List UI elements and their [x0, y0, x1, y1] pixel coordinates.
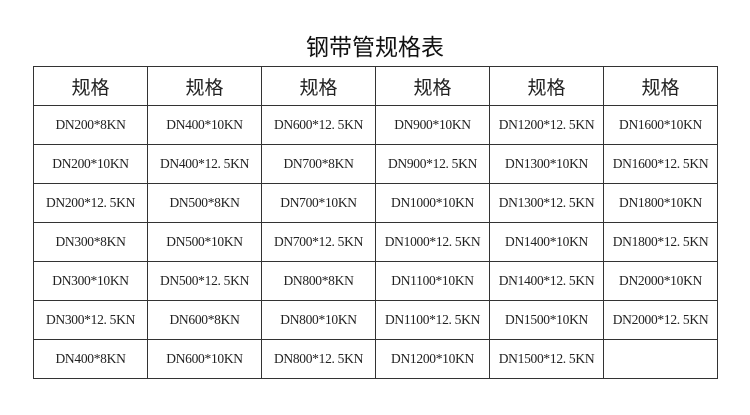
column-header: 规格 — [147, 66, 262, 106]
table-cell: DN700*10KN — [261, 183, 376, 223]
table-cell: DN500*12. 5KN — [147, 261, 262, 301]
table-row: DN200*10KN DN400*12. 5KN DN700*8KN DN900*12… — [33, 144, 718, 184]
table-cell — [603, 339, 718, 379]
table-cell: DN800*10KN — [261, 300, 376, 340]
table-cell: DN1800*12. 5KN — [603, 222, 718, 262]
table-cell: DN1000*12. 5KN — [375, 222, 490, 262]
table-cell: DN1100*12. 5KN — [375, 300, 490, 340]
table-cell: DN1100*10KN — [375, 261, 490, 301]
table-cell: DN1300*10KN — [489, 144, 604, 184]
table-cell: DN1600*12. 5KN — [603, 144, 718, 184]
table-cell: DN1600*10KN — [603, 105, 718, 145]
table-cell: DN700*12. 5KN — [261, 222, 376, 262]
table-cell: DN1200*10KN — [375, 339, 490, 379]
table-cell: DN300*8KN — [33, 222, 148, 262]
table-cell: DN1300*12. 5KN — [489, 183, 604, 223]
table-cell: DN1500*10KN — [489, 300, 604, 340]
table-row: DN200*12. 5KN DN500*8KN DN700*10KN DN1000*1… — [33, 183, 718, 223]
table-cell: DN2000*12. 5KN — [603, 300, 718, 340]
table-cell: DN700*8KN — [261, 144, 376, 184]
table-cell: DN1200*12. 5KN — [489, 105, 604, 145]
column-header: 规格 — [603, 66, 718, 106]
table-cell: DN1500*12. 5KN — [489, 339, 604, 379]
table-cell: DN200*8KN — [33, 105, 148, 145]
table-body: DN200*8KN DN400*10KN DN600*12. 5KN DN900*10… — [33, 105, 718, 379]
table-cell: DN500*8KN — [147, 183, 262, 223]
table-cell: DN400*10KN — [147, 105, 262, 145]
table-cell: DN500*10KN — [147, 222, 262, 262]
table-row: DN300*8KN DN500*10KN DN700*12. 5KN DN1000*1… — [33, 222, 718, 262]
table-cell: DN900*12. 5KN — [375, 144, 490, 184]
column-header: 规格 — [261, 66, 376, 106]
header-row: 规格 规格 规格 规格 规格 规格 — [33, 66, 718, 106]
table-cell: DN900*10KN — [375, 105, 490, 145]
column-header: 规格 — [33, 66, 148, 106]
table-cell: DN200*12. 5KN — [33, 183, 148, 223]
table-cell: DN600*8KN — [147, 300, 262, 340]
table-cell: DN600*10KN — [147, 339, 262, 379]
page-title: 钢带管规格表 — [306, 35, 444, 61]
column-header: 规格 — [489, 66, 604, 106]
table-row: DN200*8KN DN400*10KN DN600*12. 5KN DN900*10… — [33, 105, 718, 145]
table-row: DN400*8KN DN600*10KN DN800*12. 5KN DN1200*1… — [33, 339, 718, 379]
table-row: DN300*10KN DN500*12. 5KN DN800*8KN DN1100*1… — [33, 261, 718, 301]
table-cell: DN300*12. 5KN — [33, 300, 148, 340]
table-cell: DN300*10KN — [33, 261, 148, 301]
table-cell: DN200*10KN — [33, 144, 148, 184]
column-header: 规格 — [375, 66, 490, 106]
table-cell: DN1000*10KN — [375, 183, 490, 223]
table-cell: DN400*12. 5KN — [147, 144, 262, 184]
table-row: DN300*12. 5KN DN600*8KN DN800*10KN DN1100*1… — [33, 300, 718, 340]
spec-table: 规格 规格 规格 规格 规格 规格 DN200*8KN DN400*10KN DN600*12… — [33, 66, 718, 379]
table-cell: DN600*12. 5KN — [261, 105, 376, 145]
table-cell: DN2000*10KN — [603, 261, 718, 301]
table-cell: DN1400*12. 5KN — [489, 261, 604, 301]
table-cell: DN800*12. 5KN — [261, 339, 376, 379]
table-cell: DN400*8KN — [33, 339, 148, 379]
table-cell: DN1800*10KN — [603, 183, 718, 223]
table-cell: DN800*8KN — [261, 261, 376, 301]
table-cell: DN1400*10KN — [489, 222, 604, 262]
